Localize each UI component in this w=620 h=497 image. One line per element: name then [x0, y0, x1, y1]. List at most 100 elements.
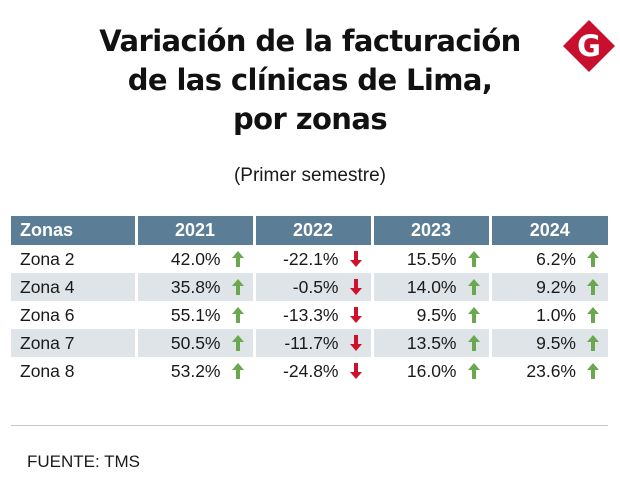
- title-line-3: por zonas: [233, 102, 388, 136]
- arrow-up-shape: [231, 335, 244, 352]
- table-body: Zona 2 42.0% -22.1% 15.5% 6.2% Zona 4 35.8% -0.…: [11, 245, 608, 385]
- table-row: Zona 6 55.1% -13.3% 9.5% 1.0%: [11, 301, 608, 329]
- arrow-down-shape: [349, 307, 362, 324]
- zone-label: Zona 4: [11, 273, 138, 301]
- value-cell: 53.2%: [136, 357, 256, 385]
- trend-indicator: [586, 250, 600, 268]
- trend-indicator: [467, 306, 481, 324]
- zone-label: Zona 2: [11, 245, 138, 273]
- arrow-up-icon: [231, 307, 244, 324]
- trend-indicator: [586, 278, 600, 296]
- arrow-up-icon: [231, 335, 244, 352]
- data-table: Zonas 2021 2022 2023 2024 Zona 2 42.0% -22.1% 1…: [11, 216, 608, 385]
- column-header-year: 2023: [372, 216, 492, 245]
- trend-indicator: [349, 250, 363, 268]
- trend-indicator: [467, 278, 481, 296]
- arrow-up-shape: [587, 335, 599, 352]
- arrow-down-icon: [349, 363, 362, 380]
- value-text: 16.0%: [406, 360, 457, 381]
- zone-label: Zona 6: [11, 301, 138, 329]
- value-text: 9.5%: [416, 304, 457, 325]
- arrow-up-shape: [467, 335, 480, 352]
- chart-title: Variación de la facturación de las clíni…: [0, 22, 620, 139]
- title-line-1: Variación de la facturación: [99, 24, 521, 58]
- table-row: Zona 7 50.5% -11.7% 13.5% 9.5%: [11, 329, 608, 357]
- column-header-year: 2022: [254, 216, 374, 245]
- value-text: 55.1%: [170, 304, 221, 325]
- zone-label: Zona 7: [11, 329, 138, 357]
- trend-indicator: [586, 334, 600, 352]
- value-text: -11.7%: [284, 332, 339, 353]
- value-text: 13.5%: [406, 332, 457, 353]
- table-row: Zona 4 35.8% -0.5% 14.0% 9.2%: [11, 273, 608, 301]
- arrow-up-icon: [467, 307, 480, 324]
- value-cell: 23.6%: [490, 357, 608, 385]
- value-text: -0.5%: [292, 276, 339, 297]
- value-cell: 55.1%: [136, 301, 256, 329]
- column-header-year: 2021: [136, 216, 256, 245]
- arrow-down-icon: [349, 335, 362, 352]
- trend-indicator: [231, 334, 245, 352]
- arrow-up-icon: [231, 363, 244, 380]
- trend-indicator: [467, 362, 481, 380]
- value-cell: 1.0%: [490, 301, 608, 329]
- value-cell: 13.5%: [372, 329, 492, 357]
- table-header-row: Zonas 2021 2022 2023 2024: [11, 216, 608, 245]
- value-cell: 42.0%: [136, 245, 256, 273]
- arrow-up-icon: [587, 279, 599, 296]
- trend-indicator: [349, 278, 363, 296]
- value-cell: 50.5%: [136, 329, 256, 357]
- arrow-up-icon: [467, 251, 480, 268]
- value-cell: -13.3%: [254, 301, 374, 329]
- value-text: 53.2%: [170, 360, 221, 381]
- title-line-2: de las clínicas de Lima,: [127, 63, 493, 97]
- arrow-up-icon: [587, 363, 599, 380]
- arrow-down-icon: [349, 251, 362, 268]
- arrow-down-shape: [349, 279, 362, 296]
- value-text: -13.3%: [283, 304, 339, 325]
- arrow-down-shape: [349, 335, 362, 352]
- value-cell: -24.8%: [254, 357, 374, 385]
- value-cell: -0.5%: [254, 273, 374, 301]
- value-text: -24.8%: [283, 360, 339, 381]
- arrow-up-shape: [467, 279, 480, 296]
- arrow-up-icon: [467, 335, 480, 352]
- arrow-up-icon: [587, 335, 599, 352]
- value-text: 15.5%: [406, 248, 457, 269]
- value-text: 42.0%: [170, 248, 221, 269]
- brand-logo-icon: G: [563, 20, 615, 72]
- value-text: 6.2%: [536, 248, 576, 269]
- trend-indicator: [349, 306, 363, 324]
- trend-indicator: [231, 278, 245, 296]
- value-cell: -11.7%: [254, 329, 374, 357]
- value-cell: 9.5%: [372, 301, 492, 329]
- value-text: 35.8%: [170, 276, 221, 297]
- column-header-zonas: Zonas: [11, 216, 138, 245]
- value-text: 50.5%: [170, 332, 221, 353]
- arrow-down-shape: [349, 251, 362, 268]
- arrow-up-shape: [467, 307, 480, 324]
- value-text: 9.2%: [536, 276, 576, 297]
- value-text: 9.5%: [536, 332, 576, 353]
- value-text: 14.0%: [406, 276, 457, 297]
- value-cell: 9.5%: [490, 329, 608, 357]
- table-row: Zona 2 42.0% -22.1% 15.5% 6.2%: [11, 245, 608, 273]
- arrow-up-shape: [587, 279, 599, 296]
- value-text: 23.6%: [526, 360, 576, 381]
- footer-divider: [11, 425, 608, 426]
- value-cell: -22.1%: [254, 245, 374, 273]
- value-cell: 9.2%: [490, 273, 608, 301]
- arrow-down-shape: [349, 363, 362, 380]
- arrow-up-shape: [231, 307, 244, 324]
- column-header-year: 2024: [490, 216, 608, 245]
- trend-indicator: [586, 362, 600, 380]
- trend-indicator: [349, 334, 363, 352]
- arrow-up-icon: [467, 363, 480, 380]
- table-row: Zona 8 53.2% -24.8% 16.0% 23.6%: [11, 357, 608, 385]
- trend-indicator: [231, 362, 245, 380]
- chart-subtitle: (Primer semestre): [233, 165, 386, 186]
- trend-indicator: [586, 306, 600, 324]
- trend-indicator: [467, 334, 481, 352]
- zone-label: Zona 8: [11, 357, 138, 385]
- arrow-up-icon: [587, 307, 599, 324]
